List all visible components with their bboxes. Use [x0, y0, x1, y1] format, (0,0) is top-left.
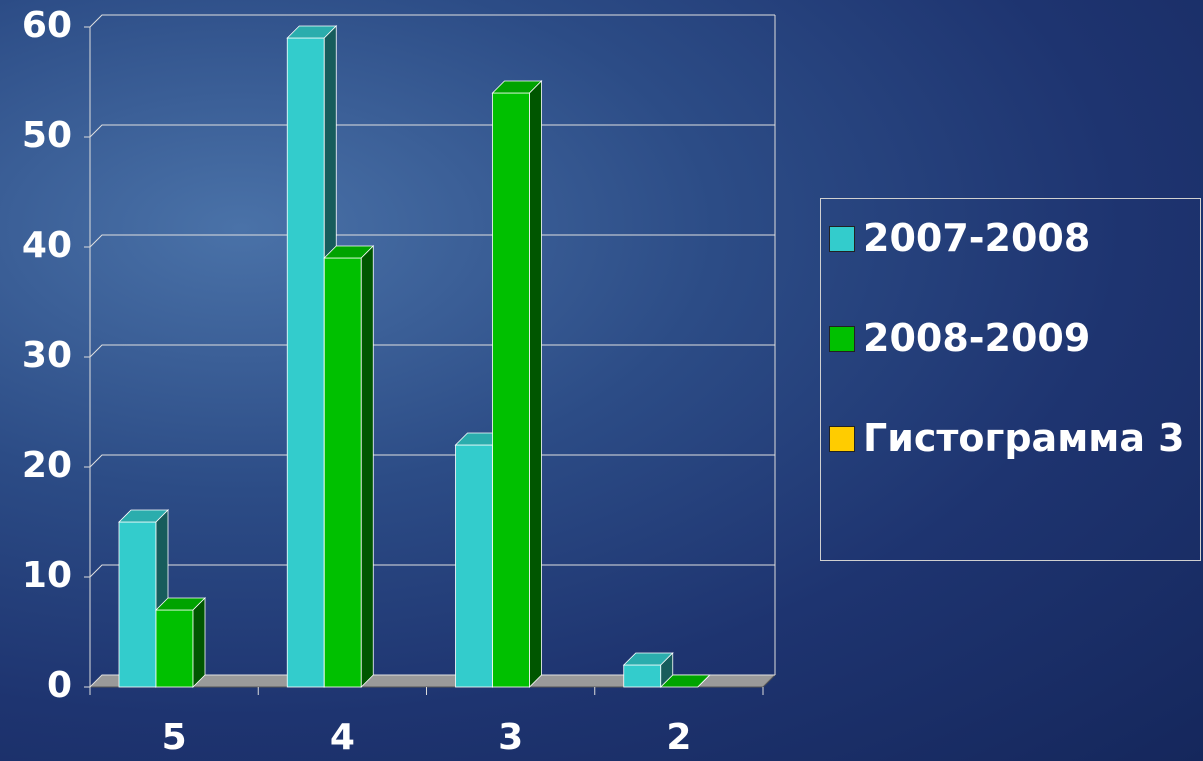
x-tick-label: 2 [666, 717, 691, 758]
grid-line [90, 345, 775, 357]
legend-item: 2008-2009 [829, 317, 1200, 359]
grid-line [90, 235, 775, 247]
page: 0 10 20 30 40 50 60 5 4 3 2 2007-2008 2008-2009 Гист… [0, 0, 1203, 761]
bar-side [530, 81, 542, 687]
legend-swatch [829, 426, 855, 452]
x-tick-label: 5 [162, 717, 187, 758]
grid-line [90, 15, 775, 27]
bar-front [119, 522, 156, 687]
legend-item: 2007-2008 [829, 217, 1200, 259]
bar-front [287, 38, 324, 687]
grid-line [90, 455, 775, 467]
y-tick-label: 10 [22, 555, 72, 596]
legend-swatch [829, 326, 855, 352]
legend-item: Гистограмма 3 [829, 417, 1200, 459]
bar-side [361, 246, 373, 687]
y-tick-label: 20 [22, 445, 72, 486]
bar-side [193, 598, 205, 687]
legend: 2007-2008 2008-2009 Гистограмма 3 [820, 198, 1201, 561]
y-tick-label: 30 [22, 335, 72, 376]
y-tick-label: 50 [22, 115, 72, 156]
bar-front [324, 258, 361, 687]
y-tick-label: 0 [47, 665, 72, 706]
bar-front [456, 445, 493, 687]
grid-line [90, 565, 775, 577]
legend-swatch [829, 226, 855, 252]
x-tick-label: 3 [498, 717, 523, 758]
y-tick-label: 60 [22, 5, 72, 46]
x-tick-label: 4 [330, 717, 355, 758]
bar-front [156, 610, 193, 687]
legend-label: 2008-2009 [863, 317, 1090, 359]
grid-line [90, 125, 775, 137]
legend-label: 2007-2008 [863, 217, 1090, 259]
bar-front [493, 93, 530, 687]
bar-front [624, 665, 661, 687]
legend-label: Гистограмма 3 [863, 417, 1185, 459]
y-tick-label: 40 [22, 225, 72, 266]
